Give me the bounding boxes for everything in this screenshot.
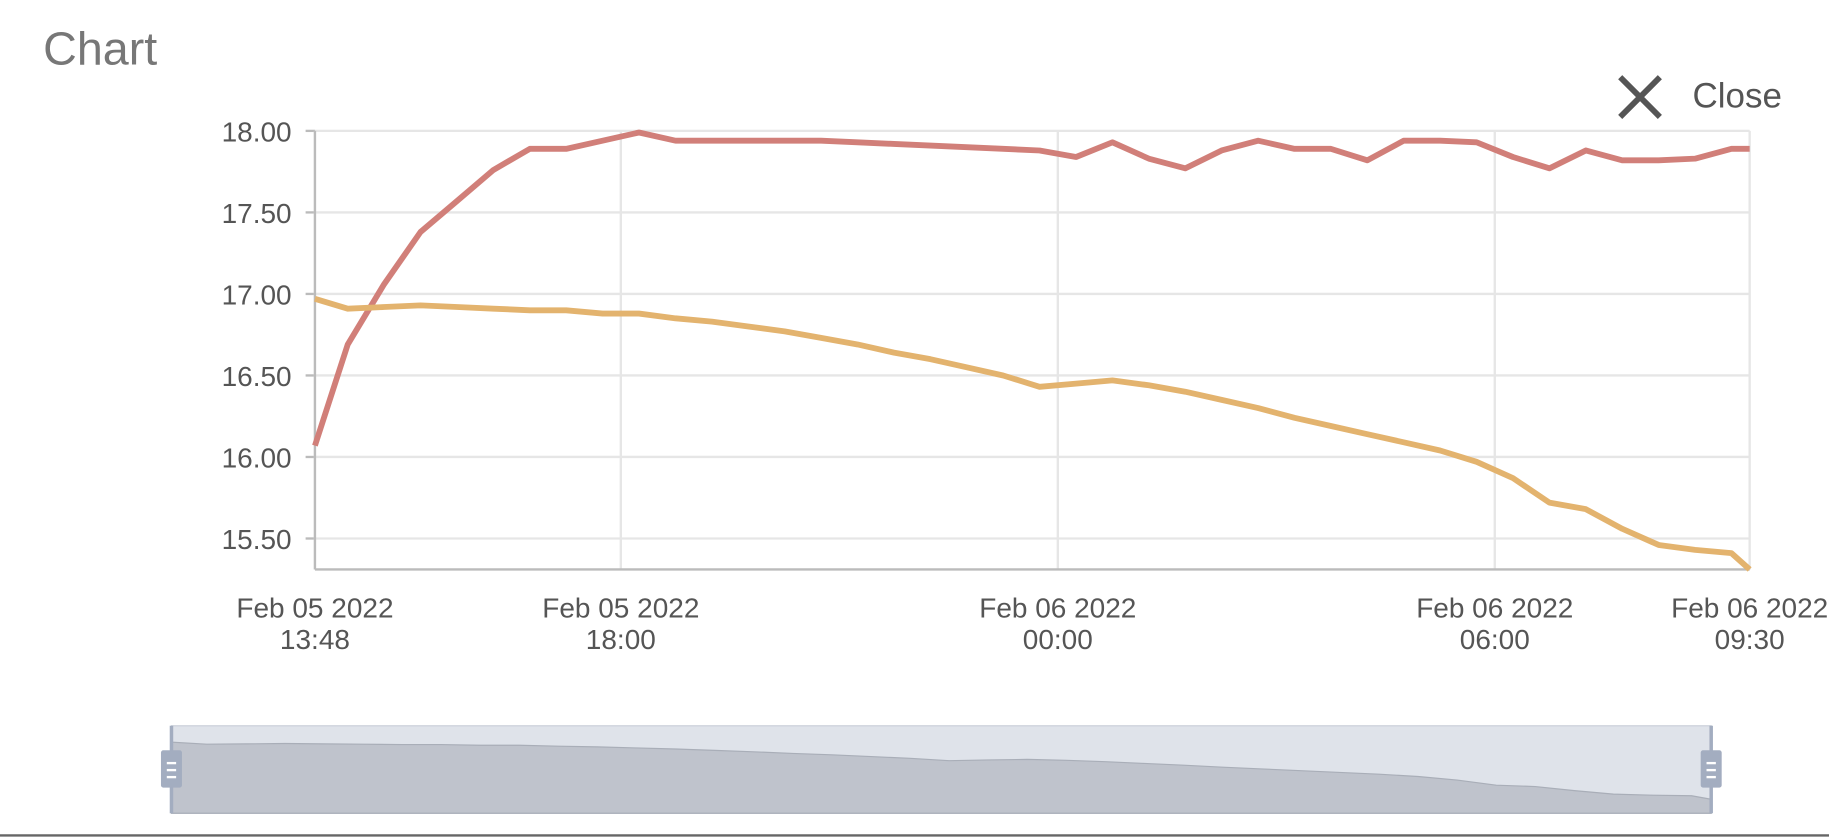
x-tick-label: 00:00 [1023, 624, 1093, 655]
x-tick-label: Feb 06 2022 [1416, 592, 1573, 623]
navigator-handle[interactable] [160, 750, 182, 788]
window-title: Chart [43, 22, 157, 74]
y-tick-label: 16.00 [222, 442, 292, 473]
x-tick-label: 13:48 [280, 624, 350, 655]
close-button[interactable]: Close [1618, 75, 1782, 119]
y-tick-label: 17.50 [222, 198, 292, 229]
close-icon[interactable] [1618, 75, 1662, 119]
x-tick-label: Feb 05 2022 [236, 592, 393, 623]
series-line [314, 296, 1752, 572]
x-tick-label: 09:30 [1715, 624, 1785, 655]
x-tick-label: Feb 06 2022 [1671, 592, 1828, 623]
x-tick-label: 06:00 [1460, 624, 1530, 655]
y-tick-label: 15.50 [222, 524, 292, 555]
y-tick-label: 18.00 [222, 116, 292, 147]
close-label[interactable]: Close [1693, 77, 1782, 116]
y-tick-label: 17.00 [222, 279, 292, 310]
navigator-area [170, 741, 1712, 814]
navigator-handle[interactable] [1700, 750, 1722, 788]
y-tick-label: 16.50 [222, 361, 292, 392]
x-tick-label: Feb 05 2022 [542, 592, 699, 623]
series-line [312, 129, 1750, 447]
x-tick-label: Feb 06 2022 [979, 592, 1136, 623]
x-tick-label: 18:00 [586, 624, 656, 655]
